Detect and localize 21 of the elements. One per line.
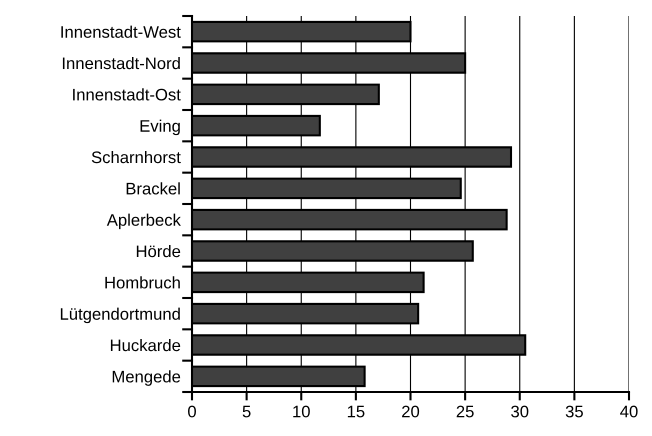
x-tick-label: 30	[511, 406, 528, 418]
x-tick-label: 10	[293, 406, 310, 418]
y-tick-label: Huckarde	[110, 338, 180, 352]
y-tick-label: Eving	[140, 120, 180, 136]
x-tick-label: 35	[566, 406, 583, 418]
y-tick-label: Brackel	[126, 182, 180, 195]
x-tick-label: 40	[620, 406, 638, 418]
y-tick-label: Innenstadt-Nord	[62, 56, 180, 70]
y-tick-label: Scharnhorst	[92, 150, 181, 164]
x-tick-label: 5	[242, 406, 251, 418]
y-tick-label: Innenstadt-West	[61, 26, 181, 38]
x-tick-label: 0	[188, 406, 196, 418]
y-tick-label: Mengede	[112, 370, 180, 386]
y-tick-label: Lütgendortmund	[60, 308, 180, 324]
x-tick-label: 25	[456, 406, 474, 418]
y-tick-label: Aplerbeck	[106, 214, 181, 230]
y-tick-label: Hombruch	[105, 276, 180, 289]
y-tick-label: Hörde	[136, 244, 180, 258]
x-tick-label: 15	[348, 406, 364, 418]
x-tick-label: 20	[402, 406, 420, 418]
y-tick-label: Innenstadt-Ost	[73, 88, 181, 101]
